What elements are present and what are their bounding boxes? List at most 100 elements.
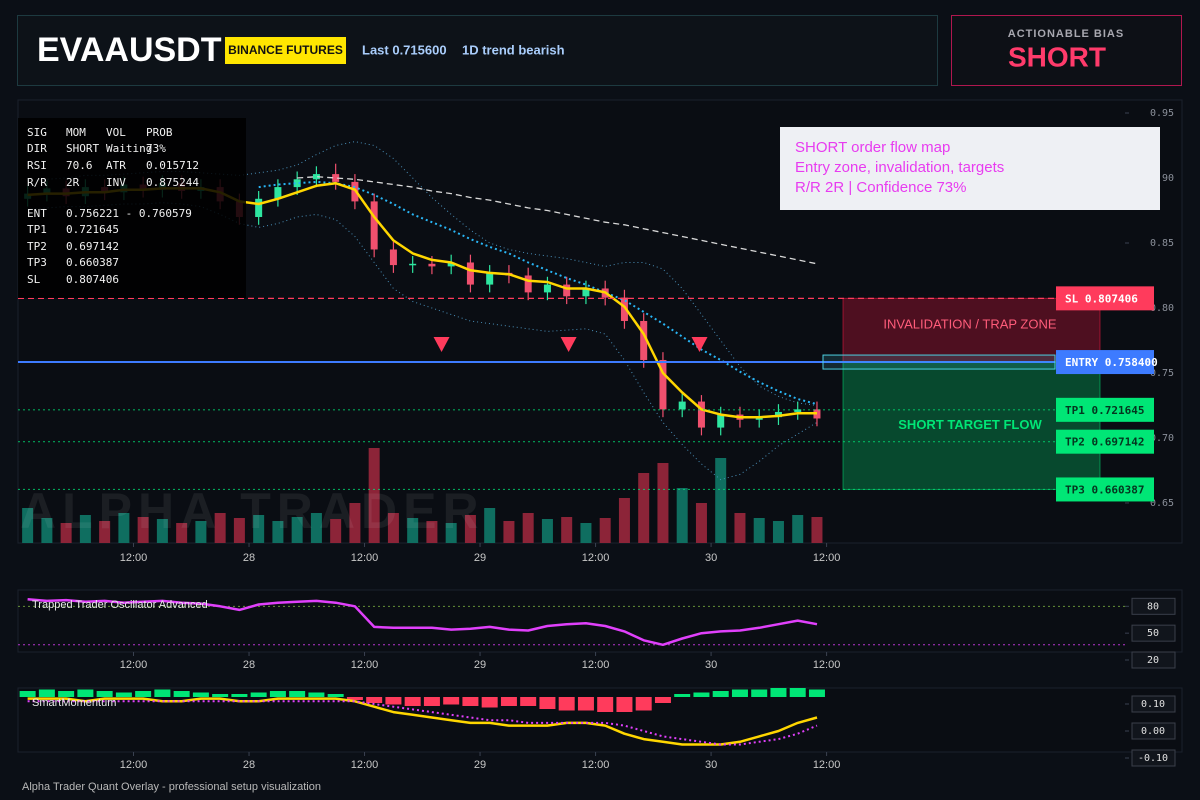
x-tick-label: 29 [474,659,486,671]
plot-area [19,688,825,746]
panel-title: Trapped Trader Oscillator Advanced [32,599,208,611]
info-cell: PROB [146,126,173,139]
bias-label: ACTIONABLE BIAS [1008,28,1124,40]
info-cell: TP3 [27,256,47,269]
candle-body [659,359,667,410]
volume-bar [195,521,207,543]
candle-body [620,297,628,321]
callout-line: R/R 2R | Confidence 73% [795,179,966,196]
volume-bar [484,508,496,543]
y-tick-box [1131,624,1176,642]
volume-bar [522,513,534,543]
info-cell: TP2 [27,240,47,253]
level-label-box [1056,397,1154,422]
info-cell: SHORT [66,142,99,155]
plot-area [18,597,1125,647]
volume-bar [118,513,130,543]
momentum-bar [635,697,652,711]
candle-body [543,284,551,293]
info-cell: 0.697142 [66,240,119,253]
y-tick-label: 20 [1147,655,1159,666]
symbol: EVAAUSDT [37,31,222,69]
zone-label: INVALIDATION / TRAP ZONE [883,317,1056,332]
volume-bar [561,517,573,543]
volume-bar [99,521,111,543]
volume-bar [387,513,399,543]
candle-body [582,288,590,297]
volume-bar [445,523,457,543]
candle-body [255,198,263,217]
momentum-bar [789,688,806,697]
y-tick-box [1131,651,1176,669]
y-tick-box [1131,722,1176,740]
candle-body [794,409,802,412]
candle-body [563,284,571,297]
y-tick-label: 0.80 [1150,303,1174,314]
candle-body [466,262,474,285]
watermark: ALPHA TRADER [20,483,485,539]
volume-bar [176,523,188,543]
indicator-line [297,176,818,265]
candle-body [370,201,378,250]
last-price: Last 0.715600 [362,42,447,57]
y-tick-label: 0.85 [1150,238,1174,249]
candle-body [332,174,340,182]
momentum-bar [269,691,286,697]
y-tick-label: 50 [1147,628,1159,639]
momentum-bar [19,691,36,697]
level-label-box [1056,429,1154,454]
level-label: TP1 0.721645 [1065,404,1144,417]
sell-signal [691,337,708,353]
volume-bar [233,518,245,543]
momentum-bar [154,689,171,697]
info-cell: MOM [66,126,86,139]
volume-bar [41,518,53,543]
volume-bar [772,521,784,543]
volume-bar [214,513,226,543]
momentum-bar [385,697,402,705]
callout-line: SHORT order flow map [795,139,950,156]
volume-bar [310,513,322,543]
momentum-bar [135,691,152,697]
momentum-bar [96,691,113,697]
momentum-bar [423,697,440,706]
volume-bar [618,498,630,543]
volume-bar [407,518,419,543]
info-cell: 73% [146,142,166,155]
trend: 1D trend bearish [462,42,565,57]
momentum-bar [250,692,267,697]
y-tick-box [1131,749,1176,767]
info-cell: DIR [27,142,47,155]
bias-box [951,15,1182,86]
x-tick-label: 12:00 [351,552,379,564]
candle-body [389,249,397,266]
oscillator-line [27,597,818,647]
candle-body [774,411,782,418]
level-label: SL 0.807406 [1065,292,1138,305]
candle-body [428,263,436,267]
x-tick-label: 12:00 [582,659,610,671]
y-tick-label: 0.90 [1150,173,1174,184]
info-cell: RSI [27,159,47,172]
volume-bar [503,521,515,543]
volume-bar [599,518,611,543]
candle-body [312,174,320,180]
info-cell: SIG [27,126,47,139]
y-tick-label: 0.95 [1150,108,1174,119]
y-tick-label: 0.65 [1150,498,1174,509]
y-tick-label: -0.10 [1138,753,1168,764]
info-cell: ATR [106,159,126,172]
info-cell: 0.756221 - 0.760579 [66,207,192,220]
volume-bar [22,508,34,543]
momentum-bar [289,691,306,697]
info-cell: 2R [66,176,80,189]
candle-body [274,187,282,199]
volume-bar [368,448,380,543]
momentum-bar [173,691,190,697]
volume-bar [464,515,476,543]
momentum-bar [404,697,421,706]
volume-bar [137,517,149,543]
sell-signal [433,337,450,353]
